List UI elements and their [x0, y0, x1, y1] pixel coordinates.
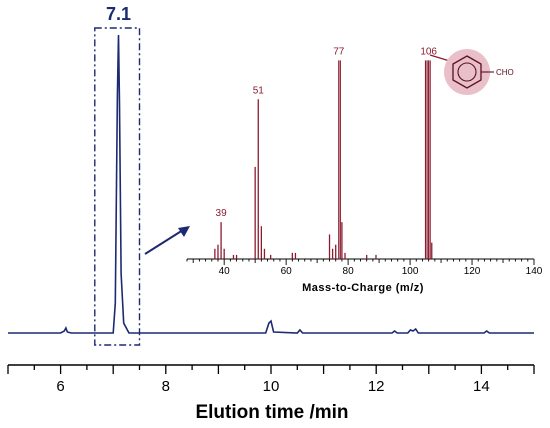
x-tick-label: 14 — [473, 378, 490, 395]
benzaldehyde-structure: CHO — [430, 49, 514, 95]
arrow-to-inset — [145, 226, 190, 254]
mass-spectrum-inset: 40 60 80 100 120 140 39 51 77 106 Mass-to-Charge… — [187, 46, 543, 294]
inset-x-tick-label: 40 — [219, 266, 231, 277]
inset-x-tick-label: 60 — [281, 266, 293, 277]
x-tick-label: 10 — [263, 378, 280, 395]
x-tick-label: 12 — [368, 378, 385, 395]
peak-label: 51 — [253, 85, 265, 96]
x-axis-label: Elution time /min — [195, 402, 348, 423]
highlight-label: 7.1 — [106, 4, 131, 24]
inset-peak-labels: 39 51 77 106 — [216, 46, 438, 219]
inset-x-axis-label: Mass-to-Charge (m/z) — [302, 282, 424, 294]
peak-label: 39 — [216, 208, 228, 219]
peak-label: 106 — [420, 46, 437, 57]
inset-x-axis-ticks: 40 60 80 100 120 140 — [187, 259, 543, 277]
inset-x-tick-label: 140 — [526, 266, 543, 277]
inset-bars — [215, 60, 432, 259]
peak-label: 77 — [333, 46, 345, 57]
x-axis-ticks: 6 8 10 12 14 — [8, 365, 534, 395]
structure-label: CHO — [496, 68, 514, 77]
inset-x-tick-label: 120 — [464, 266, 481, 277]
inset-x-tick-label: 80 — [343, 266, 355, 277]
x-tick-label: 6 — [56, 378, 64, 395]
x-tick-label: 8 — [162, 378, 170, 395]
inset-x-tick-label: 100 — [402, 266, 419, 277]
